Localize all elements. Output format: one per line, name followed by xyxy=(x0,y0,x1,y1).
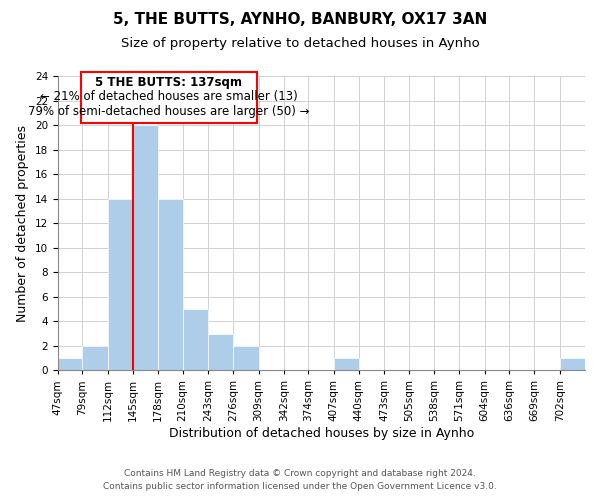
Text: ← 21% of detached houses are smaller (13): ← 21% of detached houses are smaller (13… xyxy=(40,90,298,104)
Bar xyxy=(58,358,83,370)
X-axis label: Distribution of detached houses by size in Aynho: Distribution of detached houses by size … xyxy=(169,427,474,440)
Text: 79% of semi-detached houses are larger (50) →: 79% of semi-detached houses are larger (… xyxy=(28,105,310,118)
Bar xyxy=(560,358,585,370)
Text: 5 THE BUTTS: 137sqm: 5 THE BUTTS: 137sqm xyxy=(95,76,242,89)
Y-axis label: Number of detached properties: Number of detached properties xyxy=(16,125,29,322)
Text: Contains public sector information licensed under the Open Government Licence v3: Contains public sector information licen… xyxy=(103,482,497,491)
Bar xyxy=(233,346,259,370)
Bar xyxy=(334,358,359,370)
Bar xyxy=(82,346,107,370)
Bar xyxy=(133,126,158,370)
Text: Size of property relative to detached houses in Aynho: Size of property relative to detached ho… xyxy=(121,38,479,51)
Bar xyxy=(107,199,133,370)
Bar xyxy=(208,334,233,370)
Text: 5, THE BUTTS, AYNHO, BANBURY, OX17 3AN: 5, THE BUTTS, AYNHO, BANBURY, OX17 3AN xyxy=(113,12,487,28)
Bar xyxy=(158,199,184,370)
Bar xyxy=(182,309,208,370)
FancyBboxPatch shape xyxy=(81,72,257,123)
Text: Contains HM Land Registry data © Crown copyright and database right 2024.: Contains HM Land Registry data © Crown c… xyxy=(124,468,476,477)
